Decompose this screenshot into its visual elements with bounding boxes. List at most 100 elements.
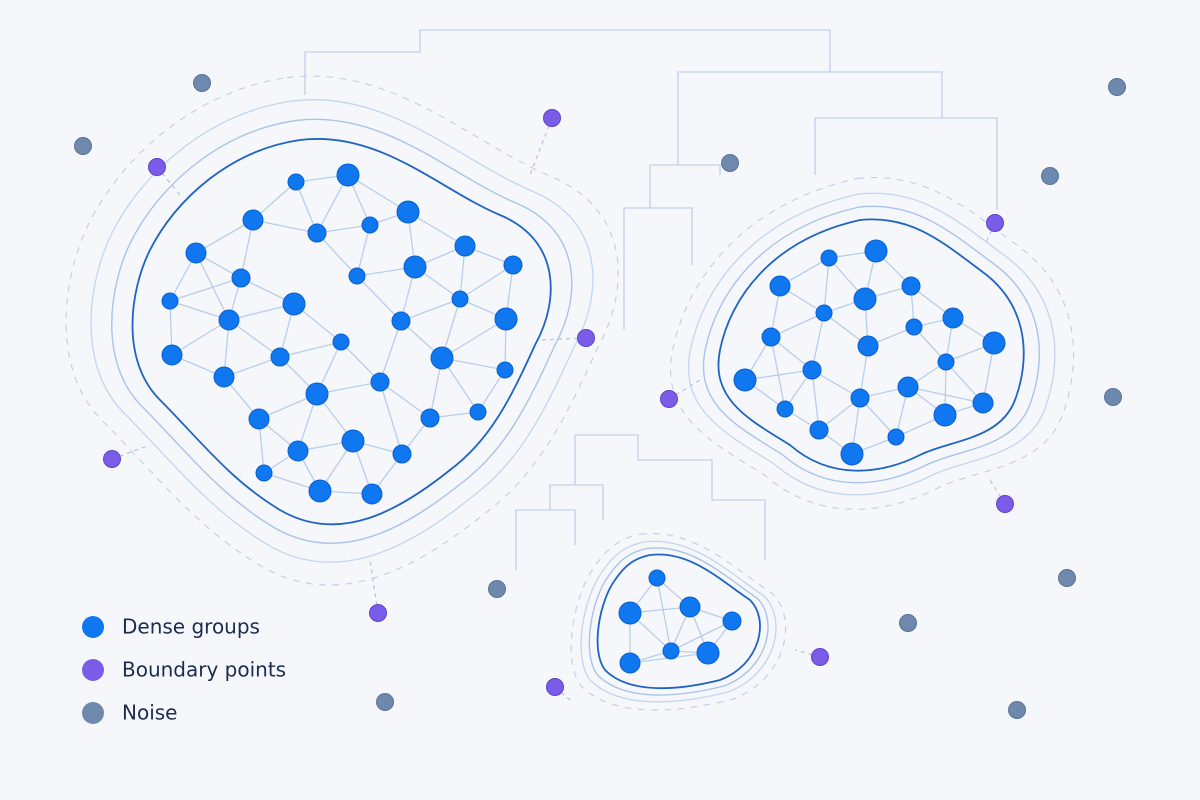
dendrogram-branch [649, 164, 721, 208]
cluster-edge [811, 369, 820, 431]
dense-point [494, 307, 518, 331]
dense-point [809, 420, 829, 440]
boundary-point [369, 604, 387, 622]
dense-point [850, 388, 870, 408]
dense-point [887, 428, 905, 446]
cluster-edge [907, 386, 984, 404]
dense-point [982, 331, 1006, 355]
dendrogram-branch [677, 71, 943, 165]
boundary-point [986, 214, 1004, 232]
boundary-point [546, 678, 564, 696]
cluster-halo [702, 205, 1041, 484]
cluster [65, 75, 619, 586]
dense-point [336, 163, 360, 187]
cluster-contour [131, 138, 552, 526]
cluster-halo [65, 75, 619, 586]
cluster-edge [670, 620, 733, 652]
cluster-edge [656, 577, 672, 652]
dense-point [733, 368, 757, 392]
dendrogram-branch [549, 484, 604, 520]
boundary-point [543, 109, 561, 127]
boundary-point [996, 495, 1014, 513]
legend-swatch [82, 659, 104, 681]
noise-point [1104, 388, 1122, 406]
dense-point [287, 440, 309, 462]
boundary-point [103, 450, 121, 468]
noise-point [376, 693, 394, 711]
clusters [65, 75, 1075, 711]
dense-point [161, 292, 179, 310]
dense-point [820, 249, 838, 267]
cluster [570, 532, 787, 711]
dense-point [420, 408, 440, 428]
dense-point [864, 239, 888, 263]
dense-point [496, 361, 514, 379]
cluster-edge [356, 275, 402, 322]
dense-point [370, 372, 390, 392]
dense-point [897, 376, 919, 398]
dense-point [972, 392, 994, 414]
dendrogram-branch [814, 117, 998, 210]
cluster-contour [596, 553, 761, 690]
noise-point [1008, 701, 1026, 719]
cluster-halo [588, 547, 769, 696]
dense-point [161, 344, 183, 366]
cluster-halo [670, 176, 1075, 510]
cluster-edge [279, 341, 342, 358]
dense-point [361, 216, 379, 234]
dense-point [905, 318, 923, 336]
dense-point [802, 360, 822, 380]
dense-point [361, 483, 383, 505]
dense-point [933, 403, 957, 427]
dense-point [270, 347, 290, 367]
dense-point [213, 366, 235, 388]
dense-point [451, 290, 469, 308]
dense-point [469, 403, 487, 421]
dense-point [185, 242, 207, 264]
dense-point [332, 333, 350, 351]
connector [111, 444, 151, 460]
dense-point [282, 292, 306, 316]
cluster-edge [347, 174, 409, 213]
cluster-edge [441, 318, 507, 359]
dense-point [815, 304, 833, 322]
noise-point [488, 580, 506, 598]
dense-point [840, 442, 864, 466]
cluster-contour [717, 218, 1025, 472]
boundary-point [148, 158, 166, 176]
boundary-point [660, 390, 678, 408]
dense-point [308, 479, 332, 503]
dendrogram-branch [574, 434, 766, 560]
cluster-edge [356, 224, 371, 277]
boundary-point [811, 648, 829, 666]
noise-point [721, 154, 739, 172]
dense-point [348, 267, 366, 285]
dense-point [430, 346, 454, 370]
noise-point [74, 137, 92, 155]
dense-point [618, 601, 642, 625]
dense-point [662, 642, 680, 660]
dense-point [853, 287, 877, 311]
dense-point [503, 255, 523, 275]
dendrogram-branch [515, 509, 576, 570]
dense-point [248, 408, 270, 430]
dense-point [942, 307, 964, 329]
cluster-edge [379, 320, 402, 383]
cluster-halo [90, 99, 594, 563]
cluster-edge [228, 319, 281, 358]
dense-point [403, 255, 427, 279]
dense-point [901, 276, 921, 296]
dense-point [619, 652, 641, 674]
cluster-edge [459, 264, 514, 300]
cluster-edge [195, 219, 254, 254]
dense-point [305, 382, 329, 406]
dense-point [776, 400, 794, 418]
legend-label: Noise [122, 701, 177, 725]
legend-label: Boundary points [122, 658, 286, 682]
dense-point [218, 309, 240, 331]
dense-point [255, 464, 273, 482]
dense-point [307, 223, 327, 243]
connector [529, 117, 553, 176]
dense-point [696, 641, 720, 665]
